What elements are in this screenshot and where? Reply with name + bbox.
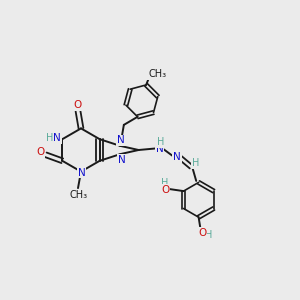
Text: O: O: [198, 228, 206, 238]
Text: H: H: [46, 133, 53, 143]
Text: H: H: [158, 137, 165, 147]
Text: N: N: [173, 152, 181, 162]
Text: H: H: [205, 230, 212, 240]
Text: O: O: [36, 147, 44, 158]
Text: N: N: [156, 143, 164, 154]
Text: N: N: [118, 154, 126, 164]
Text: CH₃: CH₃: [69, 190, 87, 200]
Text: H: H: [192, 158, 199, 168]
Text: O: O: [74, 100, 82, 110]
Text: N: N: [78, 167, 86, 178]
Text: N: N: [53, 133, 61, 143]
Text: O: O: [161, 185, 170, 195]
Text: CH₃: CH₃: [148, 69, 166, 80]
Text: N: N: [117, 136, 125, 146]
Text: H: H: [161, 178, 168, 188]
